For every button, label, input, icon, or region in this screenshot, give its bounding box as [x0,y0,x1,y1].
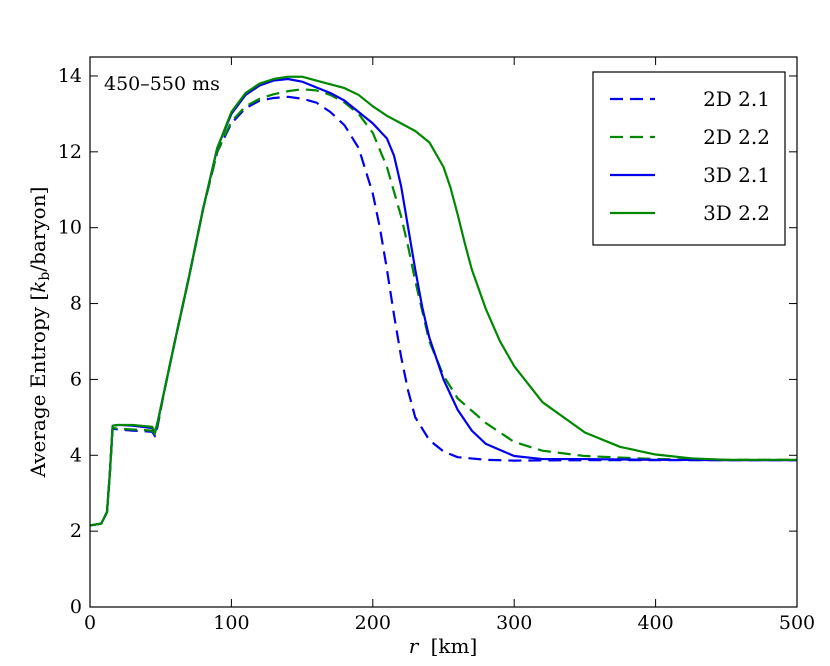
x-axis-unit: [km] [431,634,478,658]
legend-label: 2D 2.1 [703,87,770,111]
legend-label: 2D 2.2 [703,125,770,149]
x-tick-label: 400 [637,612,673,634]
y-axis-label-tail: /baryon] [26,187,50,272]
tick-labels: 0 100 200 300 400 500 0 2 4 6 8 10 12 14 [58,65,815,634]
x-tick-label: 300 [496,612,532,634]
legend: 2D 2.1 2D 2.2 3D 2.1 3D 2.2 [592,71,786,246]
y-axis-label: Average Entropy [kb/baryon] [26,187,53,479]
y-tick-label: 10 [58,217,82,239]
legend-label: 3D 2.2 [703,201,770,225]
x-tick-label: 500 [779,612,815,634]
x-tick-label: 200 [355,612,391,634]
y-tick-label: 6 [70,368,82,390]
legend-label: 3D 2.1 [703,163,770,187]
y-tick-label: 0 [70,596,82,618]
series-line-2d-2-2 [89,88,797,527]
x-axis-label: r [km] [409,634,478,658]
legend-items: 2D 2.1 2D 2.2 3D 2.1 3D 2.2 [610,87,770,225]
series-line-2d-2-1 [89,95,797,527]
y-axis-label-main: Average Entropy [ [26,293,50,479]
x-tick-label: 0 [84,612,96,634]
x-axis-variable: r [409,634,420,658]
y-tick-label: 12 [58,141,82,163]
x-tick-label: 100 [213,612,249,634]
series-layer [89,75,797,527]
plot-area-frame [89,56,798,608]
y-tick-label: 2 [70,520,82,542]
y-tick-label: 14 [58,65,82,87]
y-axis-label-subscript: b [37,272,53,281]
time-window-annotation: 450–550 ms [104,73,220,95]
y-axis-label-k: k [26,281,50,293]
series-line-3d-2-2 [89,75,797,527]
y-tick-label: 8 [70,293,82,315]
y-tick-label: 4 [70,444,82,466]
legend-box [592,71,786,246]
